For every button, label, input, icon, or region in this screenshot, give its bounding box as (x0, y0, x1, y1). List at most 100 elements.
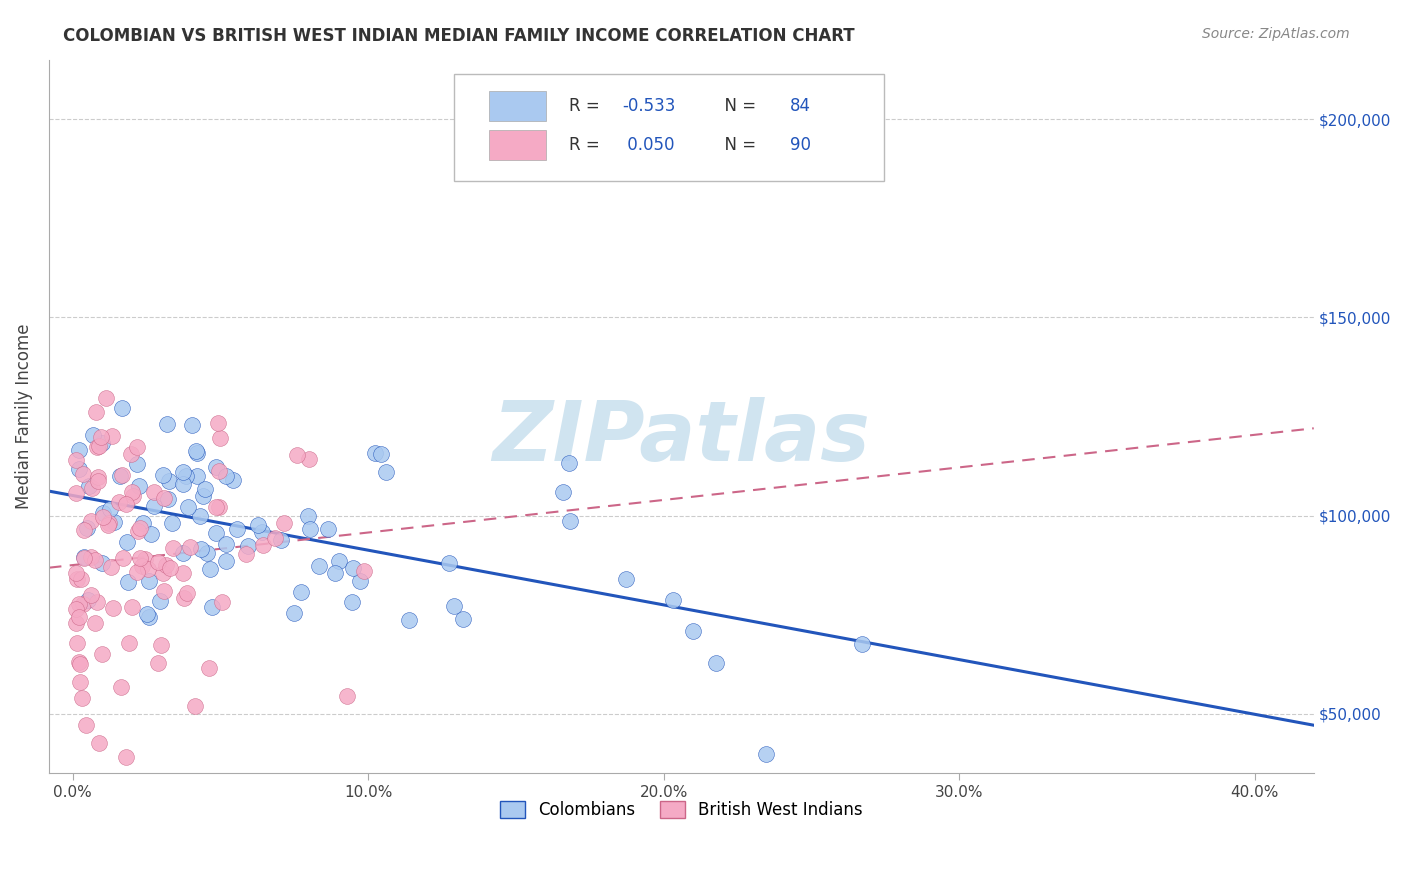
Point (152, 468, 174, 483)
Point (98, 502, 121, 516)
Point (155, 558, 177, 573)
Point (80, 481, 103, 495)
Y-axis label: Median Family Income: Median Family Income (15, 324, 32, 509)
Point (114, 497, 136, 511)
Point (443, 599, 465, 613)
Point (179, 540, 201, 554)
Point (370, 447, 392, 461)
Point (91, 506, 114, 520)
Point (146, 656, 169, 670)
Point (226, 522, 249, 536)
Text: R =: R = (569, 136, 605, 154)
Point (285, 449, 308, 463)
Point (174, 469, 197, 483)
Point (215, 553, 238, 567)
Point (121, 600, 143, 615)
Point (205, 525, 228, 540)
Point (157, 474, 180, 488)
Point (252, 538, 274, 552)
Point (186, 446, 208, 460)
Text: 84: 84 (790, 97, 811, 115)
Point (72, 598, 94, 612)
Point (364, 445, 387, 459)
Point (87, 474, 110, 488)
Text: N =: N = (714, 97, 762, 115)
Point (67, 461, 90, 475)
Point (614, 572, 637, 586)
Point (127, 457, 149, 471)
Point (90, 647, 112, 661)
Point (551, 485, 574, 500)
Point (172, 546, 194, 560)
Point (290, 585, 312, 599)
Point (851, 637, 873, 651)
Point (204, 500, 226, 515)
Point (173, 591, 195, 606)
Point (67, 655, 90, 669)
Point (283, 606, 305, 620)
Point (173, 465, 195, 479)
Point (263, 531, 285, 545)
Point (159, 561, 181, 575)
Point (96, 391, 118, 405)
Point (138, 610, 160, 624)
Point (87, 469, 110, 483)
Point (69, 674, 91, 689)
Point (77, 479, 100, 493)
Point (87, 440, 110, 454)
Point (67, 609, 90, 624)
Point (97, 516, 120, 530)
Point (110, 680, 132, 694)
Point (82, 428, 104, 442)
Point (112, 550, 135, 565)
Text: -0.533: -0.533 (621, 97, 675, 115)
Point (129, 521, 152, 535)
Point (128, 551, 150, 566)
Point (127, 565, 149, 579)
Point (134, 552, 156, 566)
Point (90, 429, 112, 443)
Point (704, 657, 727, 671)
Point (308, 558, 330, 573)
Point (79, 514, 101, 528)
Point (132, 516, 155, 530)
Point (118, 636, 141, 650)
Point (152, 583, 174, 598)
Point (65, 602, 87, 616)
Point (195, 546, 218, 560)
Point (65, 635, 87, 649)
Point (76, 521, 98, 535)
Point (131, 559, 153, 574)
Point (662, 592, 685, 607)
Point (211, 595, 233, 609)
Point (152, 566, 174, 580)
Point (148, 555, 170, 569)
Point (108, 469, 131, 483)
Point (184, 443, 207, 458)
Point (374, 465, 396, 479)
Point (86, 595, 108, 609)
Point (299, 522, 322, 536)
Point (65, 486, 87, 500)
Point (127, 524, 149, 538)
Point (215, 469, 238, 483)
Point (252, 524, 274, 539)
Point (69, 572, 91, 586)
Point (451, 612, 474, 626)
Point (181, 417, 204, 432)
Point (117, 575, 139, 590)
Point (191, 489, 214, 503)
Point (316, 522, 339, 536)
Text: ZIPatlas: ZIPatlas (492, 398, 870, 478)
Point (128, 479, 150, 493)
Point (197, 661, 219, 675)
Point (121, 484, 143, 499)
Point (115, 750, 138, 764)
Bar (489, 130, 546, 161)
Point (142, 500, 165, 514)
Point (83, 553, 105, 567)
Point (138, 574, 160, 589)
Point (208, 431, 231, 445)
Point (328, 554, 350, 568)
Point (136, 562, 159, 576)
